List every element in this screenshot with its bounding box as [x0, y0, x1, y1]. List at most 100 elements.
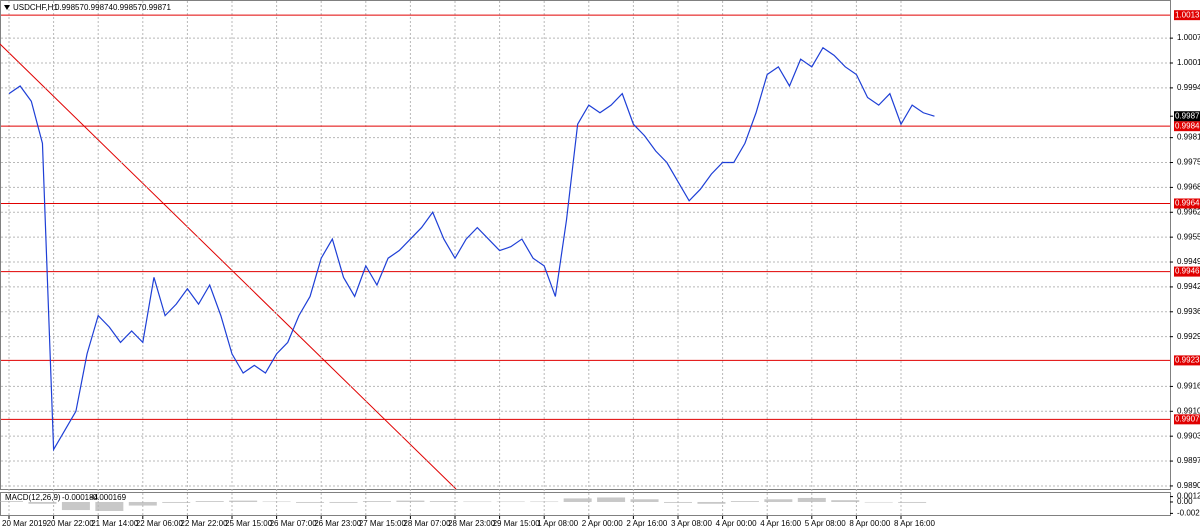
- macd-bar: [362, 501, 391, 502]
- macd-bar: [0, 501, 23, 502]
- level-label-bg: [1174, 355, 1200, 366]
- macd-bar: [28, 501, 57, 504]
- macd-bar: [262, 501, 291, 503]
- macd-bar: [563, 498, 592, 502]
- time-label: 1 Apr 08:00: [537, 519, 578, 528]
- level-label: 1.00135: [1175, 10, 1200, 19]
- time-label: 20 Mar 22:00: [47, 519, 95, 528]
- time-label: 22 Mar 22:00: [180, 519, 228, 528]
- time-label: 26 Mar 07:00: [270, 519, 318, 528]
- low-price: 0.99857: [113, 3, 142, 12]
- y-tick-label: 0.99685: [1177, 183, 1200, 192]
- time-label: 21 Mar 14:00: [91, 519, 139, 528]
- macd-bar: [296, 501, 325, 503]
- current-price-label: 0.99871: [1175, 111, 1200, 120]
- indicator-y-tick-label: 0.00: [1177, 497, 1193, 506]
- y-tick-label: 0.99165: [1177, 382, 1200, 391]
- macd-bar: [496, 501, 525, 503]
- macd-bar: [730, 501, 759, 502]
- indicator-y-tick-label: 0.001204: [1177, 492, 1200, 501]
- trend-line: [0, 43, 457, 490]
- price-line: [8, 46, 935, 452]
- time-label: 27 Mar 15:00: [359, 519, 407, 528]
- indicator-panel-frame: [0, 492, 1171, 516]
- level-label: 0.99643: [1175, 199, 1200, 208]
- time-label: 8 Apr 16:00: [894, 519, 935, 528]
- symbol: USDCHF,H1: [13, 3, 58, 12]
- macd-bar: [664, 501, 692, 503]
- level-label-bg: [1174, 121, 1200, 132]
- indicator-y-tick-label: -0.002541: [1177, 508, 1200, 517]
- macd-bar: [797, 497, 826, 502]
- level-label-bg: [1174, 10, 1200, 21]
- level-label: 0.99845: [1175, 121, 1200, 130]
- high-price: 0.99874: [84, 3, 113, 12]
- macd-bar: [229, 500, 258, 502]
- macd-bar: [630, 499, 659, 502]
- macd-bar: [162, 501, 191, 503]
- y-tick-label: 0.99035: [1177, 431, 1200, 440]
- macd-bar: [831, 500, 860, 502]
- main-panel-frame: [0, 0, 1171, 490]
- macd-bar: [329, 501, 358, 503]
- time-label: 4 Apr 00:00: [716, 519, 757, 528]
- macd-bar: [898, 501, 927, 503]
- level-label: 0.99465: [1175, 267, 1200, 276]
- macd-bar: [396, 500, 425, 502]
- indicator-label: MACD(12,26,9): [5, 493, 61, 502]
- time-label: 28 Mar 23:00: [448, 519, 496, 528]
- y-tick-label: 0.99295: [1177, 332, 1200, 341]
- y-tick-label: 0.99945: [1177, 83, 1200, 92]
- menu-arrow[interactable]: [4, 5, 10, 10]
- time-label: 5 Apr 08:00: [805, 519, 846, 528]
- macd-bar: [429, 501, 458, 502]
- y-tick-label: 0.98905: [1177, 481, 1200, 490]
- macd-bar: [95, 501, 124, 511]
- indicator-reading: -0.000169: [90, 493, 127, 502]
- level-label-bg: [1174, 414, 1200, 425]
- level-label: 0.99233: [1175, 356, 1200, 365]
- y-tick-label: 0.99815: [1177, 133, 1200, 142]
- time-label: 22 Mar 06:00: [136, 519, 184, 528]
- macd-bar: [597, 497, 626, 502]
- y-tick-label: 0.99425: [1177, 282, 1200, 291]
- level-label-bg: [1174, 198, 1200, 209]
- time-label: 25 Mar 15:00: [225, 519, 273, 528]
- open-price: 0.99857: [55, 3, 84, 12]
- indicator-reading: -0.000184: [62, 493, 99, 502]
- macd-bar: [697, 501, 726, 504]
- time-label: 20 Mar 2019: [2, 519, 47, 528]
- header: USDCHF,H1 0.99857 0.99874 0.99857 0.9987…: [13, 3, 171, 12]
- level-label: 0.99079: [1175, 414, 1200, 423]
- time-label: 26 Mar 23:00: [314, 519, 362, 528]
- time-label: 4 Apr 16:00: [760, 519, 801, 528]
- current-price-bg: [1174, 111, 1200, 122]
- time-label: 2 Apr 00:00: [582, 519, 623, 528]
- macd-bar: [864, 501, 893, 503]
- macd-bar: [463, 501, 492, 503]
- time-label: 28 Mar 07:00: [403, 519, 451, 528]
- macd-bar: [764, 499, 793, 502]
- time-label: 8 Apr 00:00: [849, 519, 890, 528]
- indicator-header: MACD(12,26,9) -0.000184 -0.000169: [5, 493, 127, 502]
- macd-bar: [530, 501, 559, 503]
- level-label-bg: [1174, 266, 1200, 277]
- y-tick-label: 0.99555: [1177, 232, 1200, 241]
- time-label: 3 Apr 08:00: [671, 519, 712, 528]
- time-label: 2 Apr 16:00: [626, 519, 667, 528]
- y-tick-label: 1.00075: [1177, 33, 1200, 42]
- macd-bar: [128, 501, 157, 506]
- macd-bar: [195, 501, 224, 502]
- time-label: 29 Mar 15:00: [493, 519, 541, 528]
- close-price: 0.99871: [142, 3, 171, 12]
